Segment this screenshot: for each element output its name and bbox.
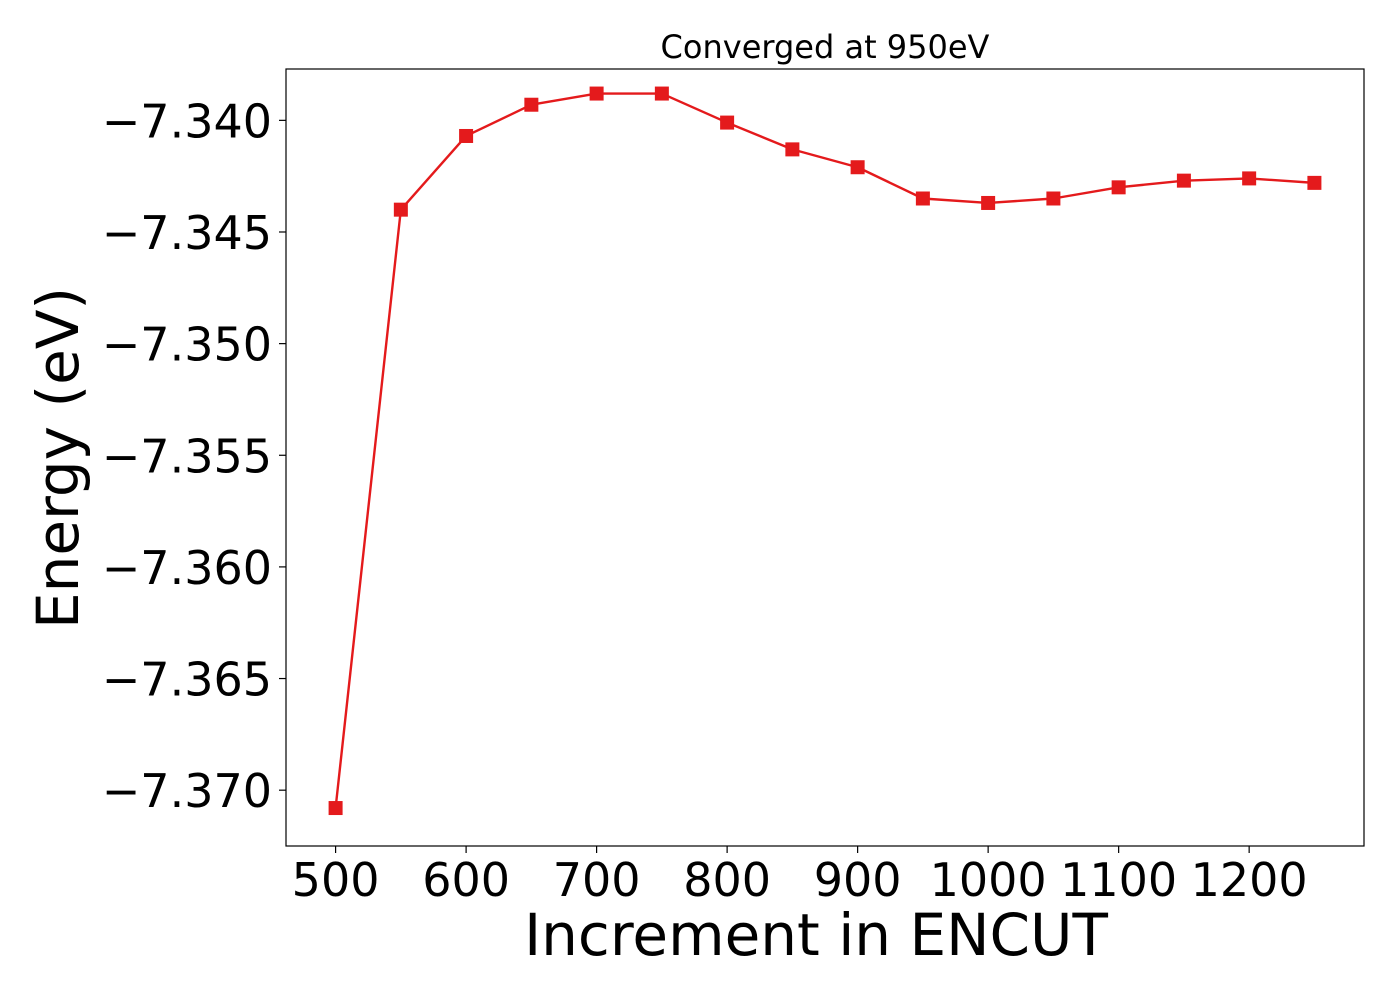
y-tick-label: −7.365	[102, 653, 272, 707]
y-tick-label: −7.345	[102, 206, 272, 260]
data-point-marker	[459, 128, 474, 143]
series-line	[334, 92, 1315, 809]
x-tick-label: 1000	[930, 853, 1047, 907]
y-tick-label: −7.360	[102, 541, 272, 595]
data-point-marker	[1046, 191, 1061, 206]
data-point-marker	[850, 160, 865, 175]
x-tick-label: 600	[422, 853, 510, 907]
data-point-marker	[785, 142, 800, 157]
x-axis-label: Increment in ENCUT	[524, 901, 1108, 969]
x-tick-label: 1100	[1060, 853, 1177, 907]
data-point-marker	[328, 801, 343, 816]
data-point-marker	[393, 202, 408, 217]
x-tick-label: 500	[292, 853, 380, 907]
data-point-marker	[589, 86, 604, 101]
data-point-marker	[1111, 180, 1126, 195]
chart-title: Converged at 950eV	[661, 28, 990, 66]
y-tick-label: −7.350	[102, 318, 272, 372]
data-point-marker	[720, 115, 735, 130]
x-tick-label: 800	[683, 853, 771, 907]
data-point-marker	[524, 97, 539, 112]
x-axis: 500 600 700 800 900 1000 1100 1200	[292, 846, 1308, 907]
y-tick-label: −7.355	[102, 429, 272, 483]
data-point-marker	[1307, 175, 1322, 190]
y-tick-label: −7.370	[102, 764, 272, 818]
x-tick-label: 900	[814, 853, 902, 907]
data-point-marker	[1242, 171, 1257, 186]
plot-frame	[285, 68, 1365, 847]
data-point-marker	[915, 191, 930, 206]
plot-area	[328, 86, 1322, 816]
y-axis-label: Energy (eV)	[24, 287, 92, 629]
y-tick-label: −7.340	[102, 94, 272, 148]
data-point-marker	[654, 86, 669, 101]
data-point-marker	[981, 195, 996, 210]
x-tick-label: 700	[553, 853, 641, 907]
x-tick-label: 1200	[1191, 853, 1308, 907]
data-point-marker	[1176, 173, 1191, 188]
y-axis: −7.340 −7.345 −7.350 −7.355 −7.360 −7.365 −7.3…	[102, 94, 286, 818]
